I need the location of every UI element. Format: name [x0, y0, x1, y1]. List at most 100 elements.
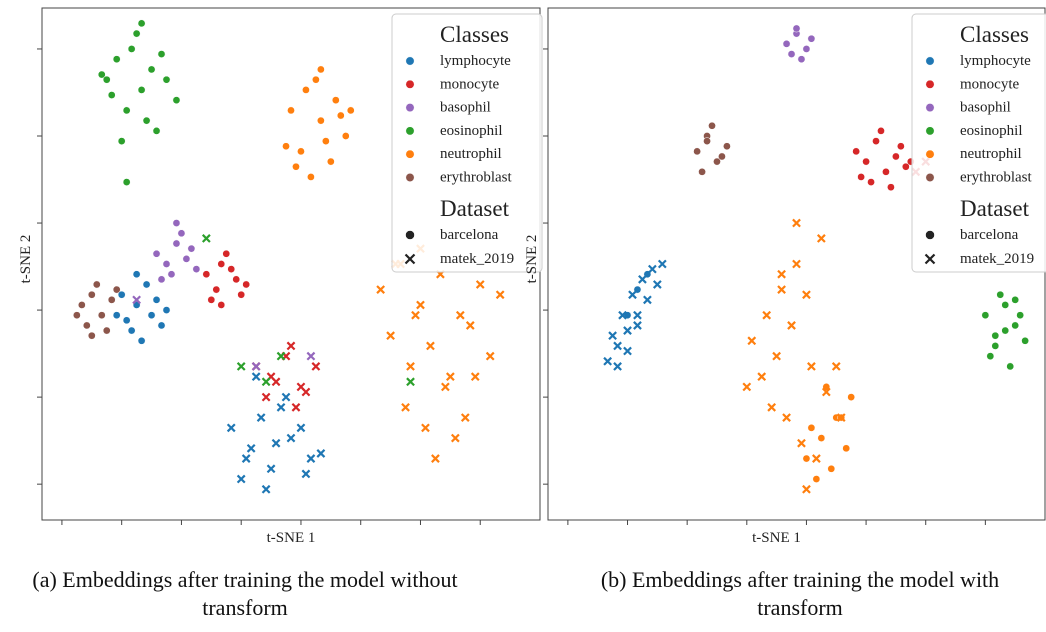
point [426, 341, 435, 351]
legend-swatch [925, 103, 935, 113]
legend-swatch [925, 56, 935, 66]
point [152, 295, 161, 304]
point [177, 229, 186, 238]
point [286, 433, 296, 443]
point [217, 301, 226, 309]
point [807, 34, 816, 43]
point [102, 75, 111, 84]
point [406, 377, 415, 387]
point [117, 137, 126, 145]
point [623, 346, 632, 356]
point [317, 116, 325, 125]
point [142, 280, 151, 289]
point [802, 290, 811, 300]
point [431, 454, 440, 463]
point [1011, 295, 1020, 304]
point [996, 290, 1005, 299]
point [102, 326, 111, 335]
point [613, 341, 622, 351]
point [792, 218, 801, 228]
point [782, 39, 791, 48]
y-axis-label: t-SNE 2 [524, 235, 540, 284]
point [991, 342, 1000, 350]
point [777, 285, 786, 294]
point [312, 75, 320, 84]
point [986, 352, 995, 361]
point [1011, 321, 1020, 330]
point [152, 249, 161, 258]
point [296, 423, 306, 433]
point [147, 311, 156, 320]
legend-label: eosinophil [440, 123, 503, 139]
point [127, 45, 136, 53]
point [137, 19, 146, 28]
point [281, 392, 291, 402]
point [246, 443, 256, 453]
legend-title: Dataset [440, 196, 510, 221]
point [307, 173, 315, 181]
point [638, 274, 647, 284]
point [291, 402, 301, 412]
point [276, 402, 286, 412]
point [152, 127, 161, 135]
point [887, 183, 895, 192]
point [207, 295, 216, 304]
point [807, 362, 816, 371]
legend-swatch [925, 79, 935, 89]
point [236, 362, 246, 371]
point [703, 137, 711, 145]
point [465, 321, 475, 330]
point [821, 387, 831, 397]
point [82, 321, 91, 330]
point [306, 454, 316, 463]
point [376, 285, 386, 294]
point [157, 321, 166, 330]
point [256, 413, 266, 422]
point [475, 280, 485, 289]
legend-title: Classes [440, 22, 509, 47]
point [107, 295, 116, 304]
legend-swatch [405, 149, 415, 159]
point [847, 393, 856, 401]
point [266, 464, 276, 474]
point [187, 244, 196, 253]
point [297, 147, 305, 156]
point [862, 157, 870, 166]
point [718, 152, 726, 161]
point [112, 311, 121, 320]
point [723, 142, 731, 151]
point [226, 423, 236, 433]
legend-swatch [405, 126, 415, 136]
point [787, 50, 796, 58]
point [232, 275, 241, 284]
point [192, 265, 201, 273]
point [802, 484, 811, 494]
point [117, 290, 126, 299]
point [797, 438, 806, 448]
point [271, 377, 281, 387]
point [326, 157, 335, 166]
caption: (a) Embeddings after training the model … [32, 567, 458, 620]
point [87, 331, 96, 340]
point [485, 351, 495, 361]
point [122, 106, 131, 115]
point [77, 301, 86, 309]
point [852, 147, 860, 156]
point [236, 474, 246, 484]
legend-label: lymphocyte [440, 53, 511, 69]
point [470, 372, 480, 382]
point [857, 173, 865, 181]
point [157, 50, 166, 58]
point [747, 336, 757, 346]
legend-title: Dataset [960, 196, 1030, 221]
legend-label: monocyte [440, 76, 499, 92]
point [460, 413, 470, 422]
legend-swatch [925, 230, 935, 240]
point [132, 295, 141, 305]
point [816, 234, 826, 243]
point [292, 162, 300, 171]
point [1001, 301, 1010, 309]
point [87, 290, 96, 299]
legend-label: matek_2019 [440, 251, 514, 267]
